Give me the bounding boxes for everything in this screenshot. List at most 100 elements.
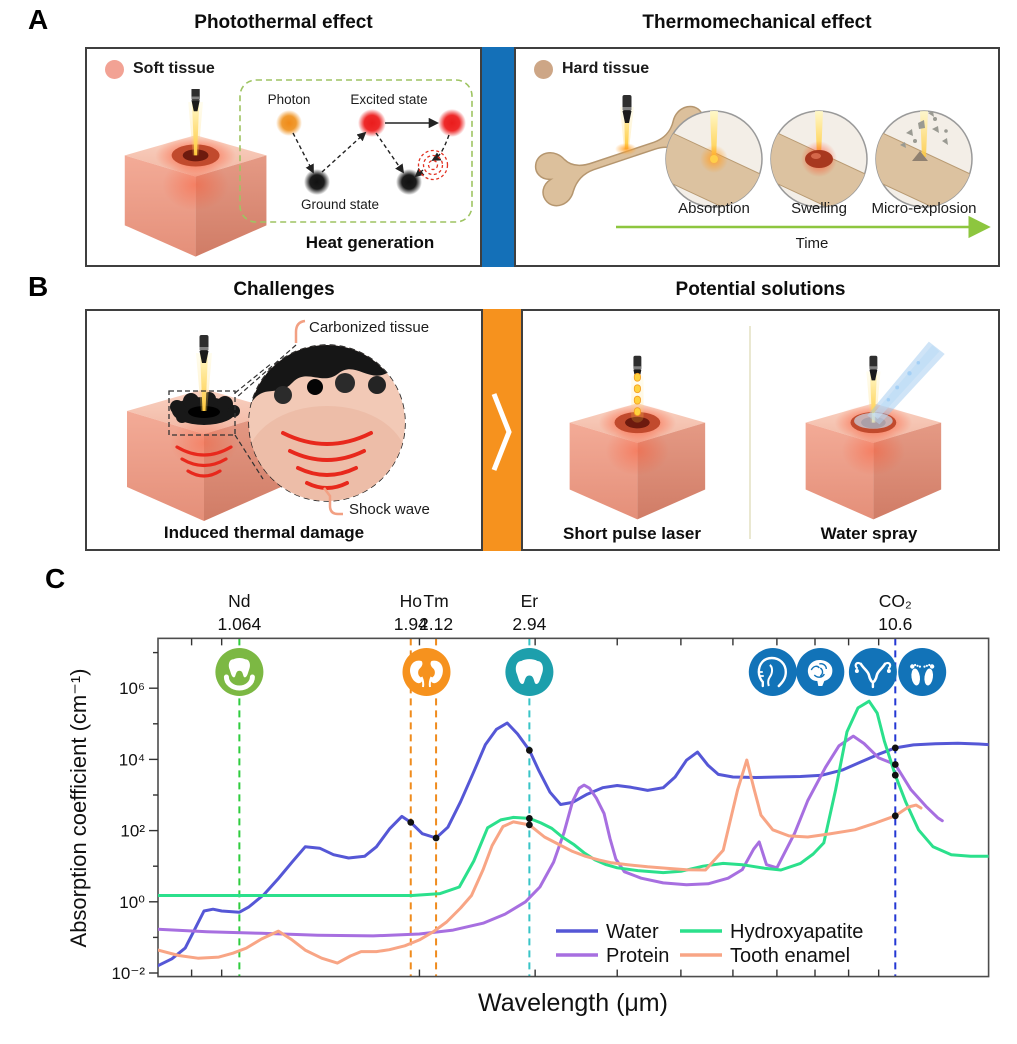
laser-name-label: Nd xyxy=(228,591,250,611)
legend-label: Tooth enamel xyxy=(730,945,850,967)
laser-name-label: Ho xyxy=(400,591,422,611)
laser-wavelength-label: 10.6 xyxy=(878,614,912,634)
legend-label: Water xyxy=(606,921,659,943)
series-curves xyxy=(158,699,989,968)
marker-dot xyxy=(891,771,899,779)
laser-wavelength-label: 1.94 xyxy=(394,614,428,634)
stage-micro-explosion-label: Micro-explosion xyxy=(871,200,977,217)
panel-c-letter: C xyxy=(45,563,66,594)
axis-ticks: 10⁻² 10⁰ 10² 10⁴ 10⁶ xyxy=(111,638,880,983)
hard-tissue-swatch xyxy=(534,60,553,79)
magnifier-connectors xyxy=(234,362,273,480)
y-tick-label: 10⁻² xyxy=(111,964,145,983)
panel-a-left-box: Soft tissue Photon Excited state Ground … xyxy=(85,47,482,267)
magnifier-content xyxy=(249,345,405,501)
intersection-markers xyxy=(407,744,899,842)
zoom-region-rect xyxy=(168,390,236,436)
x-axis-label: Wavelength (μm) xyxy=(478,989,668,1017)
carbonized-layer xyxy=(249,345,405,407)
marker-dot xyxy=(525,821,533,829)
laser-labels: Nd 1.064 Ho 1.94 Tm 2.12 Er 2.94 CO₂ 10.6 xyxy=(217,591,912,634)
heat-box-border xyxy=(239,79,473,223)
y-tick-label: 10⁴ xyxy=(119,750,145,769)
head-icon xyxy=(748,648,797,696)
water-spray xyxy=(854,341,945,429)
debris-particles xyxy=(900,111,948,148)
marker-dot xyxy=(432,834,440,842)
ground-dot-2 xyxy=(396,169,422,195)
laser-name-label: Er xyxy=(521,591,539,611)
panel-b-right-title: Potential solutions xyxy=(675,279,846,300)
carbonized-tissue-label: Carbonized tissue xyxy=(309,319,430,336)
y-tick-label: 10² xyxy=(120,822,145,841)
series-hydroxyapatite xyxy=(158,699,989,897)
panel-a-right-title: Thermomechanical effect xyxy=(642,12,872,33)
short-pulse-laser-label: Short pulse laser xyxy=(563,524,701,543)
tooth-cradle-icon xyxy=(215,648,264,696)
series-protein xyxy=(158,734,944,938)
plot-frame xyxy=(157,637,990,978)
marker-dot xyxy=(891,812,899,820)
uterus-icon xyxy=(848,648,897,696)
laser-name-label: Tm xyxy=(423,591,448,611)
photon-dot xyxy=(276,110,302,136)
soft-tissue-label: Soft tissue xyxy=(133,60,215,77)
solutions-illustration xyxy=(569,326,945,539)
pulse-laser-tissue xyxy=(569,355,706,520)
soft-tissue-swatch xyxy=(105,60,124,79)
marker-dot xyxy=(525,815,533,822)
thermomechanical-illustration xyxy=(534,95,991,239)
laser-wavelength-label: 2.12 xyxy=(419,614,453,634)
marker-dot xyxy=(891,761,899,768)
brain-icon xyxy=(796,648,845,696)
stage-swelling-label: Swelling xyxy=(791,200,847,217)
marker-dot xyxy=(891,744,899,752)
series-water xyxy=(158,721,989,968)
application-icons xyxy=(215,648,947,696)
excited-dot-1 xyxy=(358,109,386,137)
excited-state-label: Excited state xyxy=(350,92,427,107)
heat-generation-diagram: Photon Excited state Ground state xyxy=(239,79,473,223)
panel-b-right-box: Short pulse laser Water spray xyxy=(521,309,1000,551)
pulsed-beam xyxy=(631,372,644,423)
transition-arrows xyxy=(292,131,450,178)
water-spray-label: Water spray xyxy=(820,524,918,543)
carbonized-bracket xyxy=(294,319,306,343)
induced-thermal-damage-caption: Induced thermal damage xyxy=(163,523,365,542)
hard-tissue-label: Hard tissue xyxy=(562,60,650,77)
charred-tissue-block xyxy=(127,335,281,521)
panel-b-left-box: Carbonized tissue Shock wave Induced the… xyxy=(85,309,483,551)
laser-lines xyxy=(238,638,897,977)
excited-dot-2 xyxy=(438,109,466,137)
y-tick-label: 10⁶ xyxy=(119,679,145,698)
kidneys-icon xyxy=(402,648,451,696)
shock-bracket xyxy=(323,487,343,516)
legend-label: Protein xyxy=(606,945,669,967)
shock-wave-label: Shock wave xyxy=(349,501,430,518)
panel-b-letter: B xyxy=(28,271,49,302)
thermal-damage-illustration xyxy=(127,319,406,521)
chevron-right-icon xyxy=(491,393,512,471)
marker-dot xyxy=(407,818,415,826)
laser-name-label: CO₂ xyxy=(879,591,912,611)
panel-b-left-title: Challenges xyxy=(233,279,335,300)
photon-label: Photon xyxy=(268,92,311,107)
ground-dot-1 xyxy=(304,169,330,195)
panel-a-divider xyxy=(482,47,514,267)
water-spray-tissue xyxy=(805,341,945,520)
tooth-icon xyxy=(505,648,554,696)
panel-a-right-box: Hard tissue xyxy=(514,47,1000,267)
ground-state-label: Ground state xyxy=(301,197,379,212)
laser-wavelength-label: 1.064 xyxy=(217,614,261,634)
shock-arcs-magnified xyxy=(281,431,373,490)
heat-generation-caption: Heat generation xyxy=(305,233,435,252)
absorption-chart: 10⁻² 10⁰ 10² 10⁴ 10⁶ Nd 1.064 Ho 1.94 Tm 2.12 Er 2.9… xyxy=(66,591,990,1017)
legend-label: Hydroxyapatite xyxy=(730,921,863,943)
panel-b-divider xyxy=(483,309,521,551)
bone-illustration xyxy=(534,95,712,207)
y-tick-label: 10⁰ xyxy=(119,893,145,912)
laser-wavelength-label: 2.94 xyxy=(512,614,546,634)
marker-dot xyxy=(525,746,533,754)
